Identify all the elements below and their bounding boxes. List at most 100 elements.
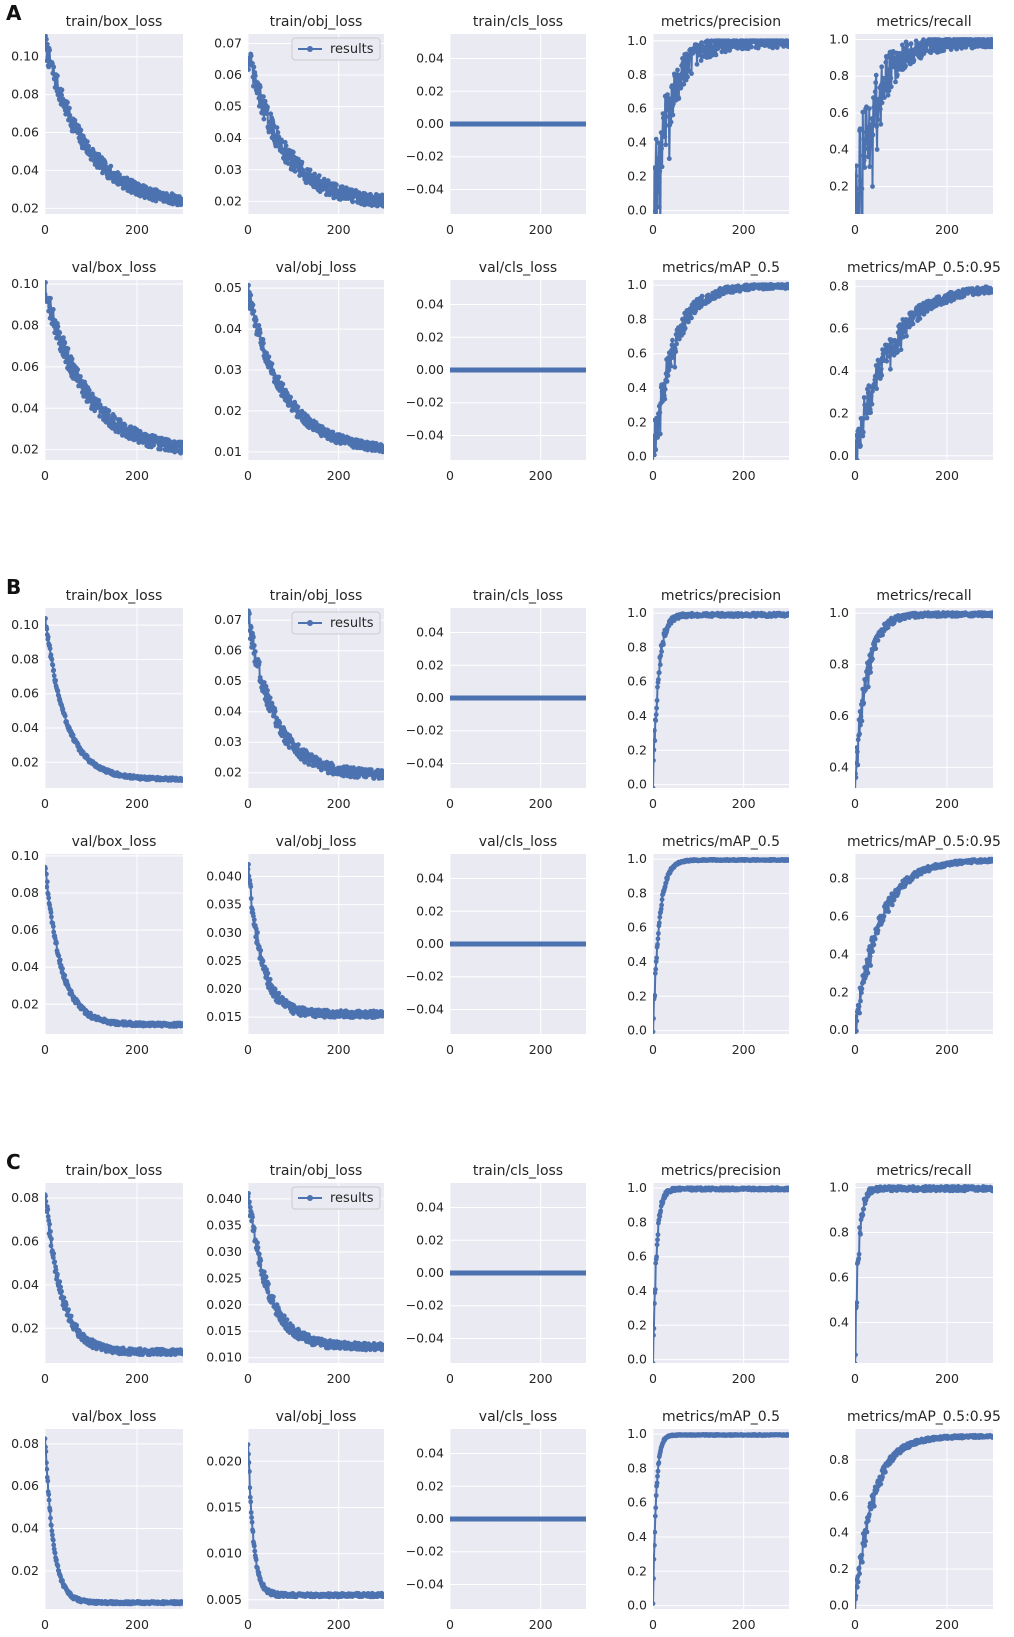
y-tick-label: 0.2 xyxy=(627,169,647,184)
x-tick-label: 200 xyxy=(732,222,756,237)
data-point xyxy=(60,966,65,971)
subplot-title: val/box_loss xyxy=(72,834,157,850)
data-point xyxy=(78,374,83,379)
data-point xyxy=(879,373,885,378)
data-point xyxy=(250,302,256,308)
data-point xyxy=(62,973,68,978)
data-point xyxy=(180,777,183,783)
data-point xyxy=(859,216,864,221)
y-tick-label: 0.06 xyxy=(11,686,39,701)
y-tick-label: 0.10 xyxy=(11,276,39,291)
data-point xyxy=(286,745,292,750)
data-point xyxy=(280,381,286,387)
data-point xyxy=(653,718,659,723)
data-point xyxy=(50,662,56,668)
x-tick-label: 200 xyxy=(935,796,959,811)
data-point xyxy=(112,414,117,420)
data-point xyxy=(689,71,694,76)
data-point xyxy=(381,771,384,777)
legend-dot-marker xyxy=(307,620,313,626)
data-point xyxy=(681,63,687,68)
data-point xyxy=(45,866,48,871)
data-point xyxy=(667,108,673,114)
data-point xyxy=(248,619,251,625)
y-tick-label: 0.0 xyxy=(627,203,647,218)
data-point xyxy=(860,429,866,435)
data-point xyxy=(45,891,51,897)
x-tick-label: 200 xyxy=(935,222,959,237)
y-tick-label: 0.8 xyxy=(829,278,849,293)
x-tick-label: 200 xyxy=(529,796,553,811)
data-point xyxy=(666,156,672,162)
x-tick-label: 200 xyxy=(529,222,553,237)
panel-label-b: B xyxy=(6,575,21,599)
series-results xyxy=(855,284,993,460)
y-tick-label: 0.00 xyxy=(416,362,444,377)
y-tick-label: 0.03 xyxy=(214,162,242,177)
data-point xyxy=(59,87,65,93)
y-tick-label: 0.02 xyxy=(11,754,39,769)
data-point xyxy=(672,364,678,370)
data-point xyxy=(56,953,62,959)
series-results xyxy=(45,280,183,456)
y-tick-label: 0.04 xyxy=(11,162,39,177)
data-point xyxy=(656,204,662,210)
data-point xyxy=(653,728,657,733)
y-tick-label: 0.6 xyxy=(627,346,647,361)
data-point xyxy=(698,58,704,63)
data-point xyxy=(69,356,75,362)
data-point xyxy=(878,121,884,127)
data-point xyxy=(872,89,878,95)
data-point xyxy=(653,447,659,453)
plot-area xyxy=(653,608,789,788)
data-point xyxy=(265,104,270,110)
data-point xyxy=(269,361,275,367)
y-tick-label: 0.04 xyxy=(214,321,242,336)
data-point xyxy=(48,910,54,915)
data-point xyxy=(180,201,183,207)
data-point xyxy=(668,119,674,125)
data-point xyxy=(856,435,862,441)
y-tick-label: −0.02 xyxy=(406,723,444,738)
x-tick-label: 0 xyxy=(244,222,252,237)
y-tick-label: −0.04 xyxy=(406,181,444,196)
data-point xyxy=(263,684,269,689)
data-point xyxy=(381,444,384,450)
data-point xyxy=(870,132,876,138)
data-point xyxy=(661,642,666,647)
y-tick-label: 0.02 xyxy=(416,83,444,98)
y-tick-label: 0.02 xyxy=(11,442,39,457)
data-point xyxy=(97,164,103,170)
data-point xyxy=(658,238,663,243)
data-point xyxy=(670,355,676,360)
y-tick-label: 0.10 xyxy=(11,617,39,632)
data-point xyxy=(674,82,679,87)
data-point xyxy=(858,714,864,720)
data-point xyxy=(875,117,881,123)
y-tick-label: 0.02 xyxy=(214,403,242,418)
data-point xyxy=(253,317,259,323)
data-point xyxy=(855,458,860,460)
x-tick-label: 0 xyxy=(41,796,49,811)
data-point xyxy=(888,366,893,372)
y-tick-label: 0.4 xyxy=(829,363,849,378)
y-tick-label: 0.04 xyxy=(11,959,39,974)
data-point xyxy=(675,67,680,73)
y-tick-label: 1.0 xyxy=(829,605,849,620)
series-results xyxy=(45,864,183,1029)
data-point xyxy=(867,164,873,170)
data-point xyxy=(856,191,862,197)
data-point xyxy=(248,67,251,72)
data-point xyxy=(59,344,65,350)
data-point xyxy=(330,763,336,768)
subplot-title: train/obj_loss xyxy=(270,14,363,30)
data-point xyxy=(48,295,53,301)
data-point xyxy=(880,75,886,81)
data-point xyxy=(266,354,272,360)
data-point xyxy=(882,95,887,100)
data-point xyxy=(670,112,676,118)
data-point xyxy=(118,418,123,424)
